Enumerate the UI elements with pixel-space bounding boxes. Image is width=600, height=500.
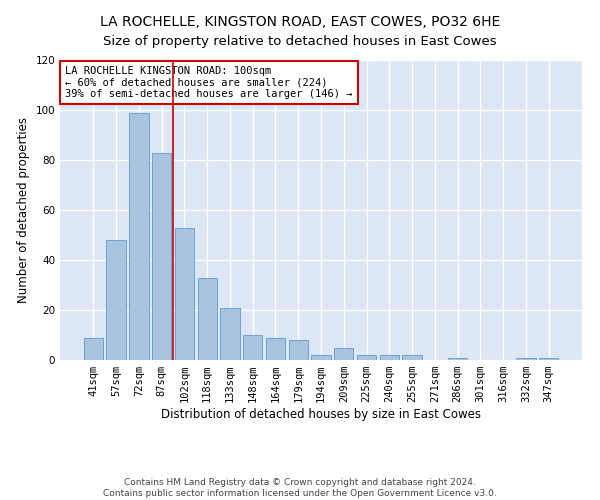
Bar: [539, 358, 558, 360]
Bar: [220, 308, 239, 360]
Bar: [197, 278, 217, 360]
Bar: [357, 355, 376, 360]
Bar: [84, 338, 103, 360]
Bar: [311, 355, 331, 360]
Bar: [380, 355, 399, 360]
Bar: [266, 338, 285, 360]
Bar: [106, 240, 126, 360]
Text: Contains HM Land Registry data © Crown copyright and database right 2024.
Contai: Contains HM Land Registry data © Crown c…: [103, 478, 497, 498]
Y-axis label: Number of detached properties: Number of detached properties: [17, 117, 30, 303]
Bar: [152, 152, 172, 360]
Text: LA ROCHELLE KINGSTON ROAD: 100sqm
← 60% of detached houses are smaller (224)
39%: LA ROCHELLE KINGSTON ROAD: 100sqm ← 60% …: [65, 66, 353, 99]
Bar: [289, 340, 308, 360]
Bar: [243, 335, 262, 360]
Bar: [448, 358, 467, 360]
Bar: [129, 112, 149, 360]
Text: Size of property relative to detached houses in East Cowes: Size of property relative to detached ho…: [103, 35, 497, 48]
Bar: [403, 355, 422, 360]
Bar: [516, 358, 536, 360]
Bar: [334, 348, 353, 360]
Bar: [175, 228, 194, 360]
Text: LA ROCHELLE, KINGSTON ROAD, EAST COWES, PO32 6HE: LA ROCHELLE, KINGSTON ROAD, EAST COWES, …: [100, 15, 500, 29]
X-axis label: Distribution of detached houses by size in East Cowes: Distribution of detached houses by size …: [161, 408, 481, 421]
